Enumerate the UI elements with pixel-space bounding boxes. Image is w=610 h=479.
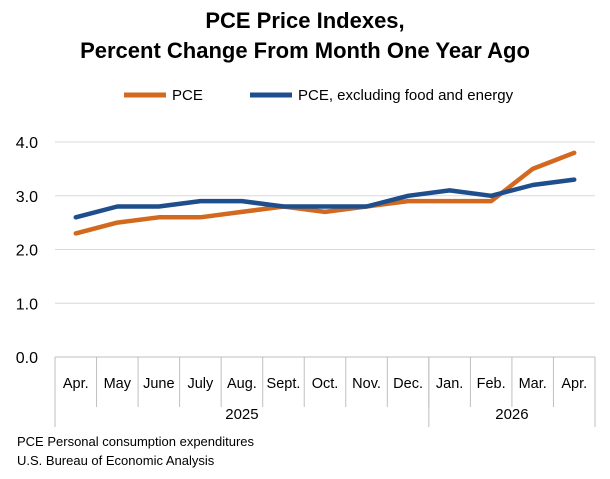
x-tick-label: July: [187, 376, 214, 392]
year-label-2026: 2026: [495, 406, 528, 423]
chart-title-line-1: PCE Price Indexes,: [205, 8, 404, 33]
x-tick-label: Dec.: [393, 376, 423, 392]
footnote-source: U.S. Bureau of Economic Analysis: [17, 453, 215, 468]
y-tick-label: 1.0: [16, 296, 38, 313]
x-tick-label: Sept.: [267, 376, 301, 392]
x-axis-year-groups: 2025 2026: [54, 357, 596, 427]
legend-label-pce: PCE: [172, 87, 203, 104]
gridlines: [55, 141, 595, 304]
footnote-pce-definition: PCE Personal consumption expenditures: [17, 434, 255, 449]
x-tick-label: Jan.: [436, 376, 463, 392]
series-lines: [73, 150, 577, 236]
x-tick-label: Aug.: [227, 376, 257, 392]
x-tick-label: May: [104, 376, 132, 392]
legend: PCE PCE, excluding food and energy: [124, 87, 514, 104]
x-tick-label: Mar.: [519, 376, 547, 392]
year-label-2025: 2025: [225, 406, 258, 423]
series-line-1: [73, 177, 577, 220]
y-tick-label: 3.0: [16, 189, 38, 206]
series-line-0: [73, 150, 577, 236]
x-axis-tick-labels: Apr. May June July Aug. Sept. Oct. Nov. Dec. Jan.…: [63, 376, 587, 392]
x-tick-label: Feb.: [477, 376, 506, 392]
x-tick-label: Nov.: [352, 376, 381, 392]
x-tick-label: June: [143, 376, 174, 392]
y-tick-label: 2.0: [16, 243, 38, 260]
x-axis: [54, 356, 596, 407]
y-tick-label: 0.0: [16, 350, 38, 367]
chart-title-line-2: Percent Change From Month One Year Ago: [80, 38, 530, 63]
legend-label-core-pce: PCE, excluding food and energy: [298, 87, 514, 104]
x-tick-label: Apr.: [63, 376, 89, 392]
y-axis-tick-labels: 0.0 1.0 2.0 3.0 4.0: [16, 135, 38, 367]
x-tick-label: Oct.: [312, 376, 339, 392]
y-tick-label: 4.0: [16, 135, 38, 152]
x-tick-label: Apr.: [561, 376, 587, 392]
